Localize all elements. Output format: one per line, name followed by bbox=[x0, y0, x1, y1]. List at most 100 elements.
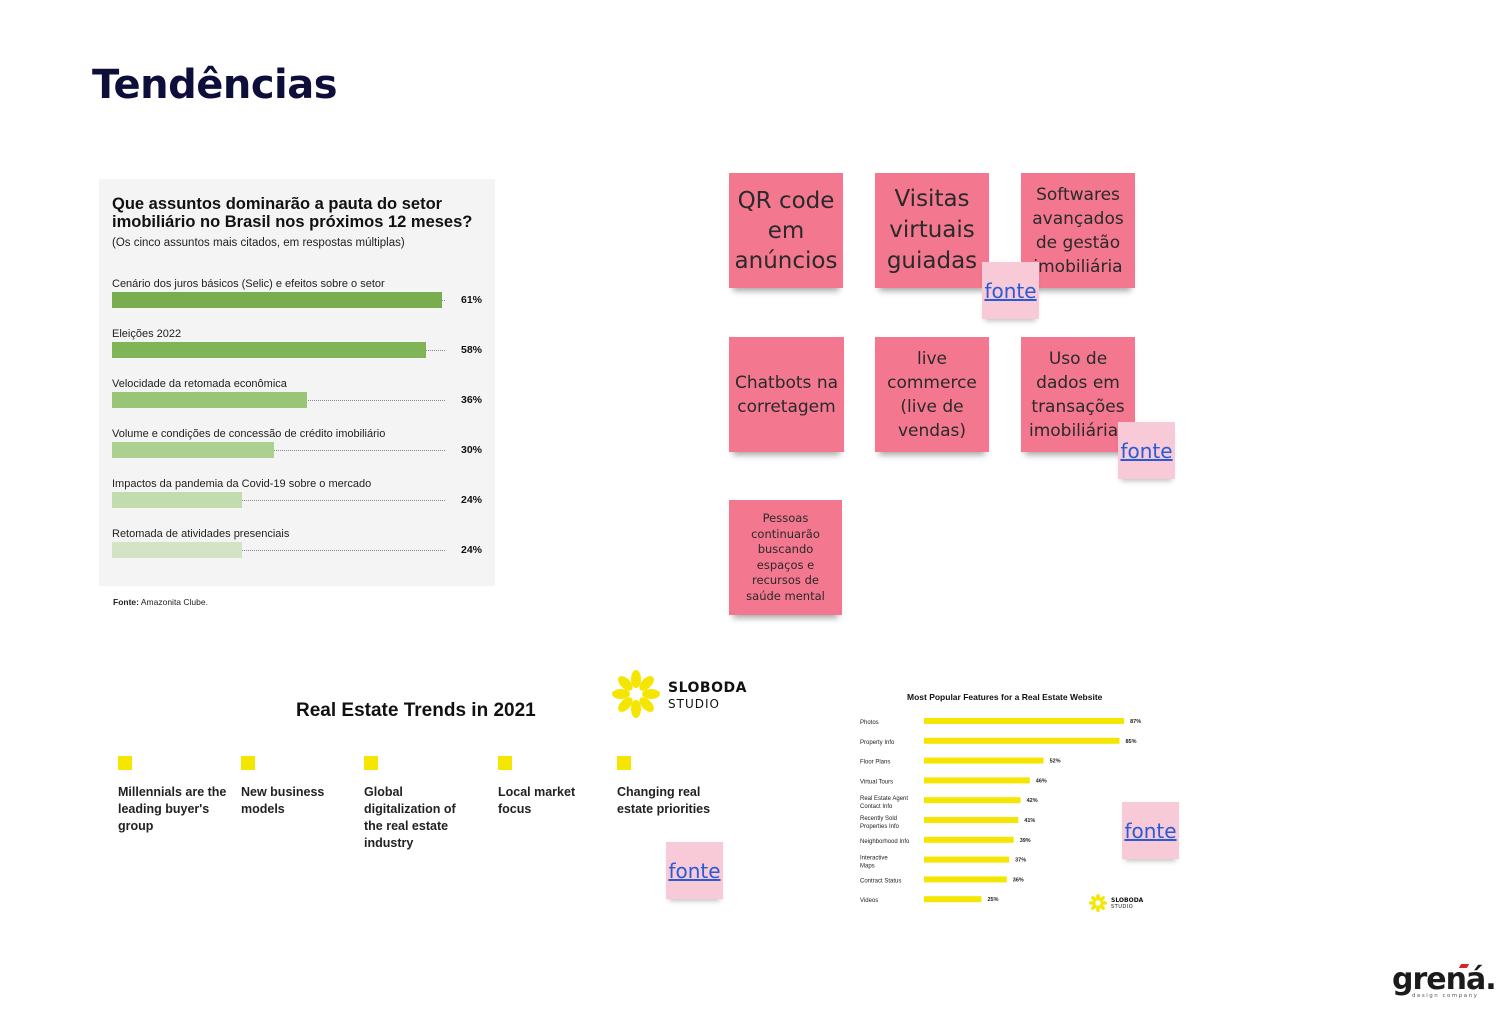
survey-bar bbox=[112, 442, 275, 458]
chart-bar bbox=[924, 876, 1007, 883]
sticky-note-text: Pessoas continuarão buscando espaços e r… bbox=[746, 511, 825, 603]
fonte-link-note-1[interactable]: fonte bbox=[982, 262, 1039, 319]
yellow-square-icon bbox=[241, 756, 255, 770]
sticky-note-chatbots[interactable]: Chatbots na corretagem bbox=[729, 337, 844, 452]
chart-value-label: 87% bbox=[1130, 719, 1141, 725]
trend-text: Local market focus bbox=[498, 785, 576, 816]
sticky-note-saude-mental[interactable]: Pessoas continuarão buscando espaços e r… bbox=[729, 500, 842, 615]
survey-bar-label: Velocidade da retomada econômica bbox=[112, 378, 287, 390]
flower-petal bbox=[612, 689, 630, 699]
trend-item: New business models bbox=[241, 756, 353, 818]
fonte-link-note-2[interactable]: fonte bbox=[1118, 422, 1175, 479]
flower-petal bbox=[1091, 896, 1097, 902]
chart-category-label: Virtual Tours bbox=[860, 779, 893, 785]
survey-bar bbox=[112, 392, 307, 408]
chart-category-label: Real Estate Agent bbox=[860, 796, 908, 802]
survey-bar-row: Cenário dos juros básicos (Selic) e efei… bbox=[112, 278, 482, 318]
chart-bar bbox=[924, 777, 1030, 784]
survey-source-text: Amazonita Clube. bbox=[140, 597, 208, 607]
chart-value-label: 85% bbox=[1126, 739, 1137, 745]
flower-petal bbox=[1096, 905, 1100, 913]
yellow-square-icon bbox=[364, 756, 378, 770]
chart-category-label: Recently Sold bbox=[860, 816, 897, 822]
sticky-note-text: Chatbots na corretagem bbox=[734, 372, 839, 417]
trend-item: Millennials are the leading buyer's grou… bbox=[118, 756, 230, 835]
trend-text: Global digitalization of the real estate… bbox=[364, 785, 456, 850]
flower-petal bbox=[639, 676, 654, 691]
sticky-note-softwares[interactable]: Softwares avançados de gestão imobiliári… bbox=[1021, 173, 1135, 288]
chart-category-label: Neighborhood Info bbox=[860, 839, 910, 845]
chart-bar bbox=[924, 718, 1125, 724]
flower-petal bbox=[618, 676, 633, 691]
sticky-note-text: Uso de dados em transações imobiliárias bbox=[1028, 348, 1128, 441]
brand-tagline: design company bbox=[1412, 993, 1479, 999]
flower-petal bbox=[618, 697, 633, 712]
chart-value-label: 25% bbox=[988, 897, 999, 903]
chart-bar bbox=[924, 836, 1014, 843]
brand-name: grená. bbox=[1392, 962, 1497, 997]
survey-bar-guide bbox=[112, 450, 445, 451]
survey-bar-row: Volume e condições de concessão de crédi… bbox=[112, 428, 482, 468]
sticky-note-live-commerce[interactable]: live commerce (live de vendas) bbox=[875, 337, 989, 452]
chart-category-label: Contract Status bbox=[860, 878, 901, 884]
survey-bar bbox=[112, 492, 242, 508]
features-chart-title: Most Popular Features for a Real Estate … bbox=[907, 692, 1103, 702]
survey-bar-label: Impactos da pandemia da Covid-19 sobre o… bbox=[112, 478, 372, 490]
fonte-link-note-3[interactable]: fonte bbox=[666, 842, 723, 899]
sloboda-name: SLOBODA bbox=[668, 680, 747, 696]
yellow-square-icon bbox=[617, 756, 631, 770]
trends-title: Real Estate Trends in 2021 bbox=[296, 700, 536, 721]
chart-category-label: Property Info bbox=[860, 740, 895, 746]
survey-bar-guide bbox=[112, 500, 445, 501]
survey-bar-value: 24% bbox=[460, 544, 482, 556]
sloboda-flower-icon bbox=[612, 670, 660, 718]
fonte-link[interactable]: fonte bbox=[1124, 818, 1177, 843]
page-title: Tendências bbox=[92, 62, 338, 108]
sloboda-subname: STUDIO bbox=[668, 697, 720, 711]
chart-category-label: Floor Plans bbox=[860, 760, 890, 766]
chart-bar bbox=[924, 896, 982, 903]
chart-category-label: Videos bbox=[860, 898, 878, 904]
fonte-link[interactable]: fonte bbox=[668, 858, 721, 883]
survey-bar-row: Eleições 2022 58% bbox=[112, 328, 482, 368]
sticky-note-qr-code[interactable]: QR code em anúncios bbox=[729, 173, 843, 288]
flower-petal bbox=[1091, 904, 1097, 910]
sloboda-logo-small: SLOBODA STUDIO bbox=[1088, 893, 1143, 918]
trend-item: Changing real estate priorities bbox=[617, 756, 717, 818]
sticky-note-uso-de-dados[interactable]: Uso de dados em transações imobiliárias bbox=[1021, 337, 1135, 452]
survey-source: Fonte: Amazonita Clube. bbox=[113, 597, 208, 607]
survey-bar-row: Velocidade da retomada econômica 36% bbox=[112, 378, 482, 418]
chart-bar bbox=[924, 757, 1044, 764]
fonte-link-note-4[interactable]: fonte bbox=[1122, 802, 1179, 859]
chart-bar bbox=[924, 817, 1019, 823]
trend-text: Millennials are the leading buyer's grou… bbox=[118, 785, 227, 833]
fonte-link[interactable]: fonte bbox=[1120, 438, 1173, 463]
survey-bar bbox=[112, 342, 426, 358]
survey-bar-label: Eleições 2022 bbox=[112, 328, 182, 340]
survey-source-label: Fonte: bbox=[113, 597, 139, 607]
flower-petal bbox=[1099, 896, 1105, 902]
yellow-square-icon bbox=[118, 756, 132, 770]
yellow-square-icon bbox=[498, 756, 512, 770]
fonte-link[interactable]: fonte bbox=[984, 278, 1037, 303]
sticky-note-visitas-virtuais[interactable]: Visitas virtuais guiadas bbox=[875, 173, 989, 288]
sticky-note-text: Softwares avançados de gestão imobiliári… bbox=[1032, 184, 1124, 277]
chart-value-label: 42% bbox=[1027, 798, 1038, 804]
trend-item: Global digitalization of the real estate… bbox=[364, 756, 460, 852]
survey-bar-guide bbox=[112, 550, 445, 551]
chart-value-label: 39% bbox=[1020, 838, 1031, 844]
sticky-note-text: QR code em anúncios bbox=[734, 187, 838, 274]
chart-value-label: 36% bbox=[1013, 877, 1024, 883]
chart-category-label: Interactive bbox=[860, 856, 888, 862]
survey-bar-value: 24% bbox=[460, 494, 482, 506]
chart-category-label: Photos bbox=[860, 720, 879, 726]
trend-text: Changing real estate priorities bbox=[617, 785, 711, 816]
survey-bar-value: 58% bbox=[460, 344, 482, 356]
sticky-note-text: Visitas virtuais guiadas bbox=[886, 186, 978, 274]
sloboda-flower-icon bbox=[1088, 893, 1108, 913]
chart-value-label: 41% bbox=[1024, 818, 1035, 824]
chart-bar bbox=[924, 797, 1021, 804]
chart-bar bbox=[924, 737, 1120, 744]
chart-value-label: 46% bbox=[1036, 778, 1047, 784]
flower-petal bbox=[639, 697, 654, 712]
